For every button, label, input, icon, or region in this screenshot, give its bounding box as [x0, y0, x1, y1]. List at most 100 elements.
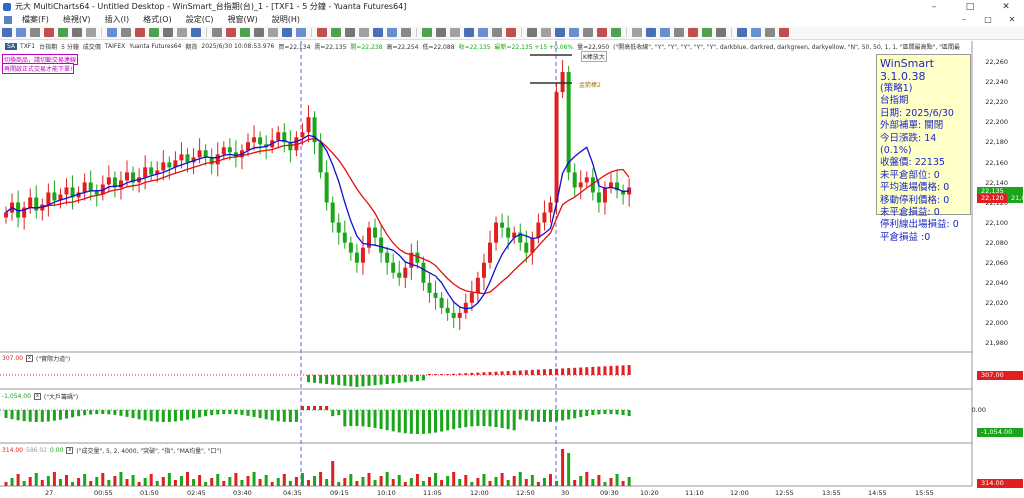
- toolbar-tool-icon[interactable]: [464, 28, 474, 37]
- toolbar-tool-icon[interactable]: [478, 28, 488, 37]
- candle-body: [584, 177, 589, 183]
- toolbar-tool-icon[interactable]: [688, 28, 698, 37]
- toolbar-tool-icon[interactable]: [765, 28, 775, 37]
- volume-bar: [542, 478, 546, 486]
- toolbar-tool-icon[interactable]: [779, 28, 789, 37]
- toolbar-tool-icon[interactable]: [555, 28, 565, 37]
- close-button[interactable]: ✕: [1002, 1, 1010, 12]
- toolbar-tool-icon[interactable]: [163, 28, 173, 37]
- menu-insert[interactable]: 插入(I): [104, 15, 130, 24]
- ind3-value1: 314.00: [2, 447, 23, 454]
- chart-badge[interactable]: SA: [5, 43, 18, 50]
- toolbar-tool-icon[interactable]: [660, 28, 670, 37]
- mdi-minimize-button[interactable]: –: [962, 15, 966, 24]
- toolbar-tool-icon[interactable]: [401, 28, 411, 37]
- toolbar-tool-icon[interactable]: [527, 28, 537, 37]
- toolbar-tool-icon[interactable]: [58, 28, 68, 37]
- toolbar-tool-icon[interactable]: [597, 28, 607, 37]
- toolbar-tool-icon[interactable]: [226, 28, 236, 37]
- menu-window[interactable]: 視窗(W): [227, 15, 258, 24]
- toolbar-tool-icon[interactable]: [240, 28, 250, 37]
- menu-format[interactable]: 格式(O): [143, 15, 172, 24]
- toolbar-tool-icon[interactable]: [632, 28, 642, 37]
- candle-body: [161, 162, 166, 171]
- toolbar-tool-icon[interactable]: [149, 28, 159, 37]
- menu-file[interactable]: 檔案(F): [22, 15, 49, 24]
- ind2-bar: [337, 410, 341, 416]
- minimize-button[interactable]: –: [931, 1, 937, 12]
- volume-bar: [331, 461, 335, 486]
- toolbar-tool-icon[interactable]: [177, 28, 187, 37]
- ind2-bar: [397, 410, 401, 433]
- mdi-close-button[interactable]: ✕: [1008, 15, 1016, 24]
- toolbar-tool-icon[interactable]: [646, 28, 656, 37]
- maximize-button[interactable]: □: [965, 1, 975, 12]
- toolbar-tool-icon[interactable]: [716, 28, 726, 37]
- menu-settings[interactable]: 設定(C): [185, 15, 214, 24]
- ind2-close-icon[interactable]: x: [33, 393, 41, 400]
- toolbar-tool-icon[interactable]: [387, 28, 397, 37]
- ind2-bar: [107, 410, 111, 415]
- document-icon[interactable]: [4, 15, 12, 24]
- candle-body: [209, 157, 214, 165]
- toolbar-tool-icon[interactable]: [191, 28, 201, 37]
- toolbar-tool-icon[interactable]: [674, 28, 684, 37]
- volume-bar: [397, 475, 401, 486]
- candle-body: [445, 307, 450, 313]
- menu-help[interactable]: 說明(H): [271, 15, 300, 24]
- candle-body: [64, 187, 69, 195]
- toolbar-tool-icon[interactable]: [107, 28, 117, 37]
- toolbar-tool-icon[interactable]: [737, 28, 747, 37]
- volume-bar: [77, 478, 81, 486]
- toolbar-tool-icon[interactable]: [30, 28, 40, 37]
- toolbar-tool-icon[interactable]: [492, 28, 502, 37]
- volume-bar: [470, 482, 474, 486]
- toolbar-tool-icon[interactable]: [72, 28, 82, 37]
- toolbar-tool-icon[interactable]: [317, 28, 327, 37]
- toolbar-tool-icon[interactable]: [121, 28, 131, 37]
- toolbar-tool-icon[interactable]: [583, 28, 593, 37]
- candle-body: [621, 190, 626, 195]
- volume-bar: [530, 475, 534, 486]
- kbar-zoom-label[interactable]: K棒放大: [581, 51, 607, 62]
- toolbar-tool-icon[interactable]: [282, 28, 292, 37]
- toolbar-tool-icon[interactable]: [2, 28, 12, 37]
- toolbar-tool-icon[interactable]: [254, 28, 264, 37]
- toolbar-tool-icon[interactable]: [611, 28, 621, 37]
- toolbar-tool-icon[interactable]: [422, 28, 432, 37]
- menu-view[interactable]: 檢視(V): [62, 15, 91, 24]
- toolbar-tool-icon[interactable]: [212, 28, 222, 37]
- toolbar-tool-icon[interactable]: [702, 28, 712, 37]
- candle-body: [258, 137, 263, 145]
- toolbar-tool-icon[interactable]: [359, 28, 369, 37]
- toolbar-tool-icon[interactable]: [569, 28, 579, 37]
- mdi-restore-button[interactable]: □: [984, 15, 992, 24]
- ind2-bar: [282, 410, 286, 422]
- toolbar-tool-icon[interactable]: [436, 28, 446, 37]
- ind1-close-icon[interactable]: x: [26, 355, 33, 362]
- ind3-close-icon[interactable]: x: [66, 447, 74, 454]
- candle-body: [149, 167, 154, 175]
- ind2-bar: [270, 410, 274, 421]
- toolbar-tool-icon[interactable]: [345, 28, 355, 37]
- toolbar-tool-icon[interactable]: [268, 28, 278, 37]
- candle-body: [221, 147, 226, 155]
- toolbar-tool-icon[interactable]: [450, 28, 460, 37]
- ind2-bar: [186, 410, 189, 420]
- toolbar-tool-icon[interactable]: [16, 28, 26, 37]
- toolbar-tool-icon[interactable]: [296, 28, 306, 37]
- candle-body: [40, 204, 45, 211]
- toolbar-tool-icon[interactable]: [44, 28, 54, 37]
- ind2-bar: [421, 410, 425, 434]
- toolbar-tool-icon[interactable]: [331, 28, 341, 37]
- toolbar-tool-icon[interactable]: [135, 28, 145, 37]
- candle-body: [457, 312, 462, 318]
- toolbar-tool-icon[interactable]: [86, 28, 96, 37]
- toolbar-tool-icon[interactable]: [506, 28, 516, 37]
- ind1-bar: [549, 369, 552, 375]
- toolbar-tool-icon[interactable]: [373, 28, 383, 37]
- volume-bar: [579, 476, 583, 486]
- toolbar-tool-icon[interactable]: [751, 28, 761, 37]
- toolbar-tool-icon[interactable]: [541, 28, 551, 37]
